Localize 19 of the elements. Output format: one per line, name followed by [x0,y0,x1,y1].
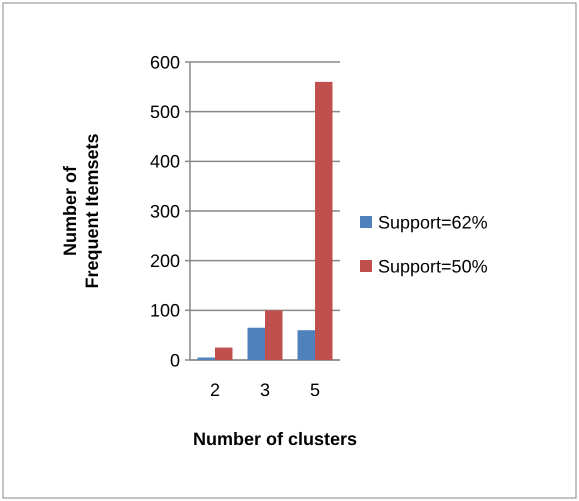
bar [315,82,332,360]
y-tick-label: 300 [150,201,180,222]
bar [298,330,315,360]
y-tick-label: 600 [150,52,180,72]
y-tick-label: 0 [170,350,180,370]
y-tick-label: 500 [150,102,180,122]
y-tick-label: 200 [150,250,180,271]
bar [265,310,282,360]
bar [215,348,232,360]
y-axis-title: Number of Frequent Itemsets [60,133,102,289]
x-tick-label: 3 [260,380,270,400]
y-tick-label: 400 [150,152,180,172]
x-tick-label: 2 [210,380,220,400]
legend-label: Support=50% [378,256,488,276]
y-tick-label: 100 [150,300,180,321]
x-axis-title: Number of clusters [192,429,358,449]
x-tick-label: 5 [310,380,320,400]
legend-label: Support=62% [378,212,488,232]
bar [248,328,265,360]
